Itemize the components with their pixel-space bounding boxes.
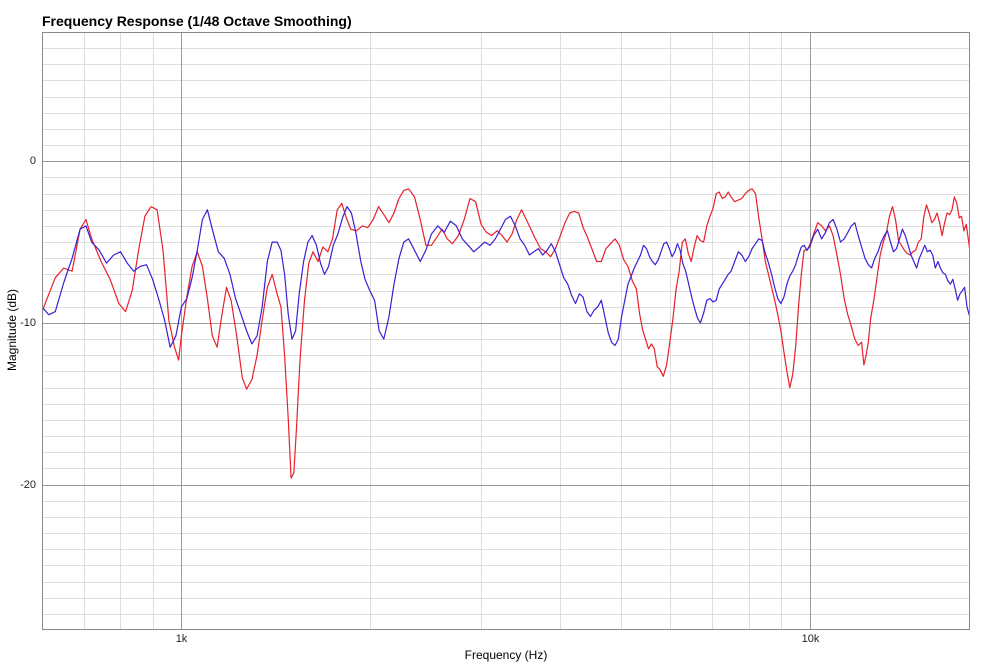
series-layer <box>42 188 970 479</box>
x-tick-label: 10k <box>801 633 820 645</box>
x-axis-label: Frequency (Hz) <box>464 648 548 662</box>
series-line-1 <box>42 188 970 479</box>
y-tick-label: -20 <box>20 478 36 491</box>
plot-border <box>42 32 970 630</box>
x-tick-label: 1k <box>175 633 188 645</box>
major-gridlines <box>42 32 970 630</box>
plot-area <box>42 32 970 630</box>
y-tick-label: -10 <box>20 316 36 329</box>
series-line-2 <box>42 206 970 348</box>
chart-title: Frequency Response (1/48 Octave Smoothin… <box>42 13 352 29</box>
plot-svg <box>42 32 970 630</box>
minor-gridlines <box>42 32 970 630</box>
y-tick-label: 0 <box>29 154 36 167</box>
